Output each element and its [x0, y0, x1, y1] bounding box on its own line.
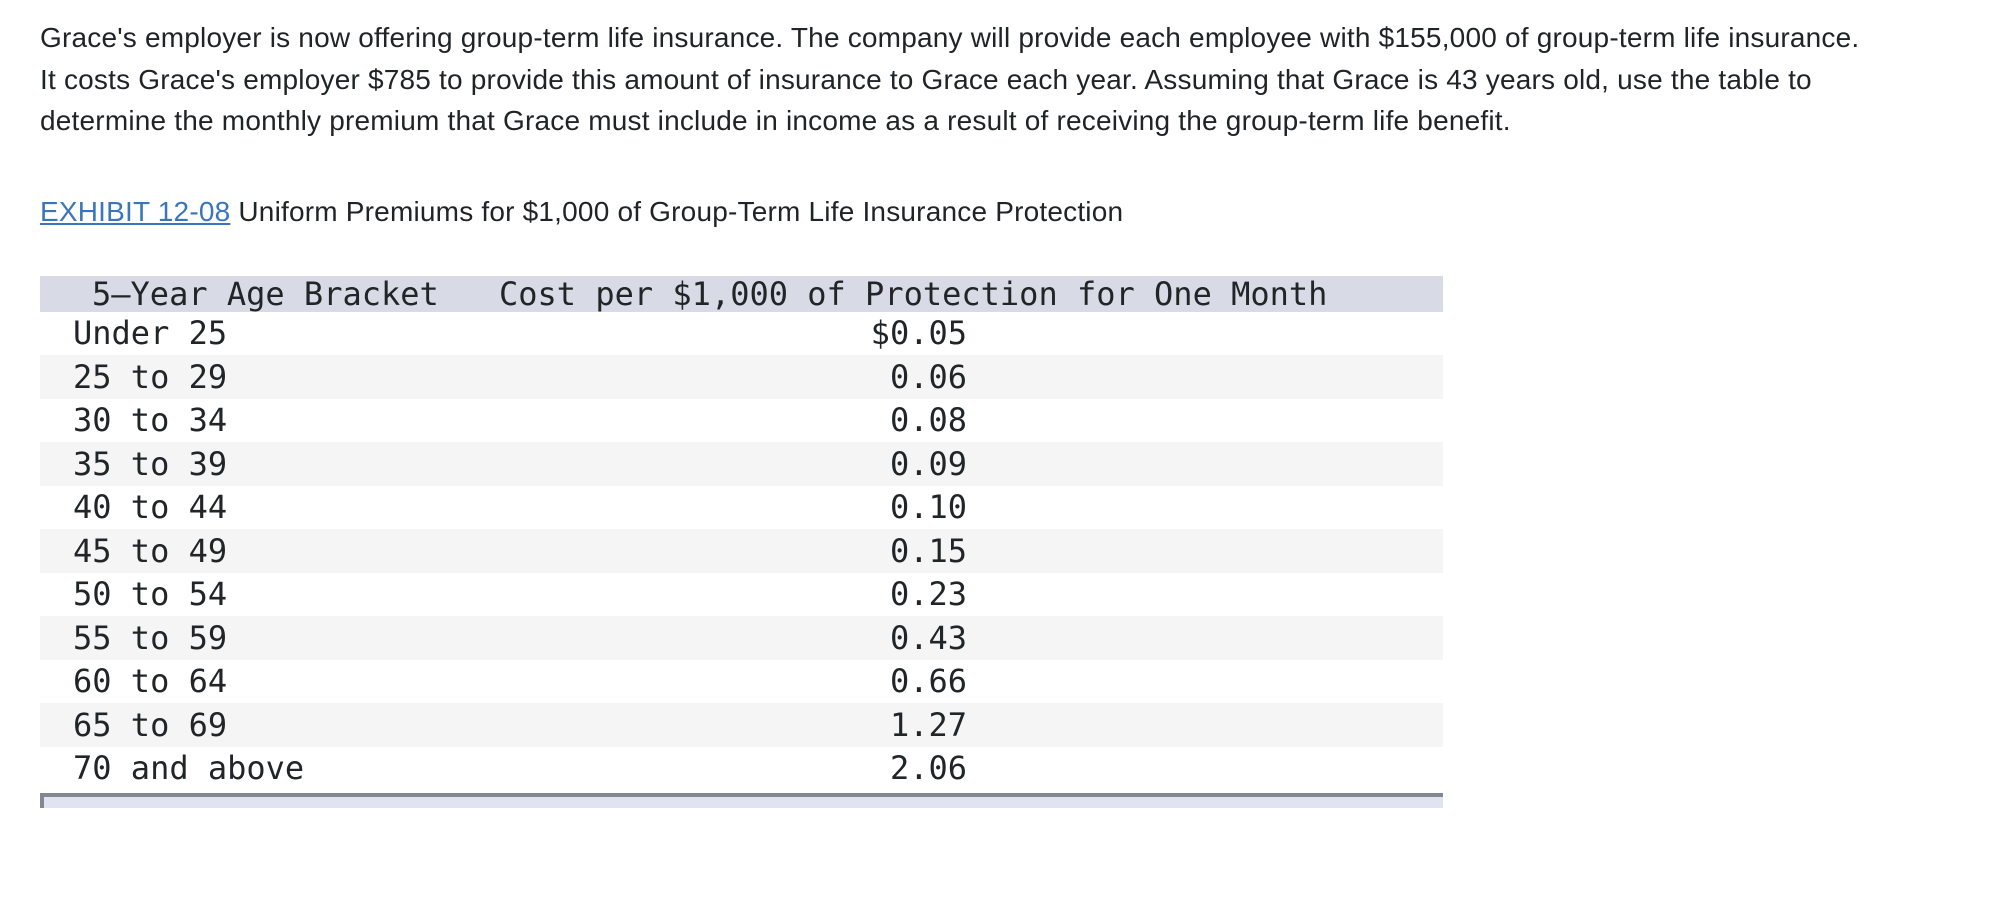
- age-bracket-cell: 60 to 64: [73, 662, 228, 701]
- table-row: 40 to 44 0.10: [40, 486, 1443, 530]
- age-bracket-cell: 45 to 49: [73, 531, 228, 570]
- cost-cell: 0.23: [889, 575, 967, 614]
- age-bracket-cell: 35 to 39: [73, 444, 228, 483]
- cost-cell: 0.15: [889, 531, 967, 570]
- table-row: 70 and above 2.06: [40, 747, 1443, 791]
- age-bracket-cell: 25 to 29: [73, 357, 228, 396]
- age-bracket-cell: Under 25: [73, 314, 228, 353]
- age-bracket-cell: 50 to 54: [73, 575, 228, 614]
- table-row: 30 to 34 0.08: [40, 399, 1443, 443]
- table-row: Under 25 $0.05: [40, 312, 1443, 356]
- exhibit-caption: Uniform Premiums for $1,000 of Group-Ter…: [230, 195, 1124, 227]
- cost-cell: 0.06: [889, 357, 967, 396]
- exhibit-link[interactable]: EXHIBIT 12-08: [40, 195, 231, 227]
- cost-header: Cost per $1,000 of Protection for One Mo…: [499, 274, 1328, 313]
- question-text: Grace's employer is now offering group-t…: [40, 22, 1860, 136]
- table-row: 60 to 64 0.66: [40, 660, 1443, 704]
- age-bracket-cell: 30 to 34: [73, 401, 228, 440]
- horizontal-scrollbar[interactable]: [40, 793, 1443, 808]
- table-row: 45 to 49 0.15: [40, 529, 1443, 573]
- table-row: 65 to 69 1.27: [40, 703, 1443, 747]
- age-bracket-cell: 70 and above: [73, 749, 305, 788]
- age-bracket-header: 5–Year Age Bracket: [92, 274, 439, 313]
- cost-cell: 0.08: [889, 401, 967, 440]
- age-bracket-cell: 40 to 44: [73, 488, 228, 527]
- table-row: 50 to 54 0.23: [40, 573, 1443, 617]
- exhibit-caption-line: EXHIBIT 12-08 Uniform Premiums for $1,00…: [40, 192, 2006, 232]
- cost-cell: $0.05: [870, 314, 967, 353]
- table-header-row: 5–Year Age Bracket Cost per $1,000 of Pr…: [40, 274, 1443, 313]
- premium-table: 5–Year Age Bracket Cost per $1,000 of Pr…: [40, 274, 1443, 791]
- table-row: 35 to 39 0.09: [40, 442, 1443, 486]
- cost-cell: 0.66: [889, 662, 967, 701]
- cost-cell: 1.27: [889, 705, 967, 744]
- cost-cell: 0.09: [889, 444, 967, 483]
- age-bracket-cell: 55 to 59: [73, 618, 228, 657]
- table-row: 55 to 59 0.43: [40, 616, 1443, 660]
- cost-cell: 0.10: [889, 488, 967, 527]
- question-page: Grace's employer is now offering group-t…: [40, 22, 2006, 808]
- cost-cell: 2.06: [889, 749, 967, 788]
- table-body: Under 25 $0.05 25 to 29 0.06 30 to 34 0.08 35 …: [40, 312, 1443, 791]
- table-row: 25 to 29 0.06: [40, 355, 1443, 399]
- age-bracket-cell: 65 to 69: [73, 705, 228, 744]
- cost-cell: 0.43: [889, 618, 967, 657]
